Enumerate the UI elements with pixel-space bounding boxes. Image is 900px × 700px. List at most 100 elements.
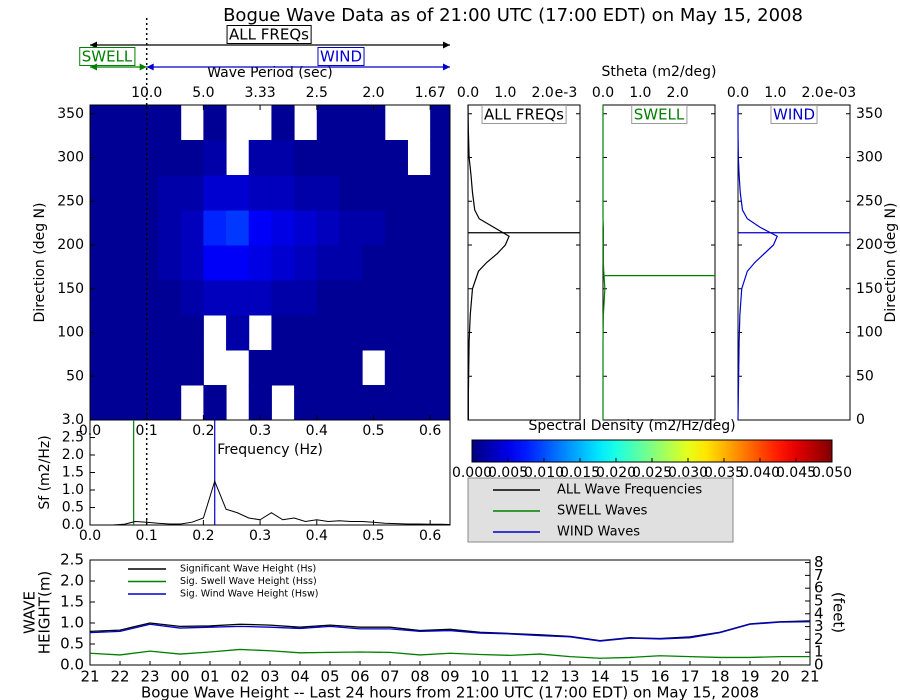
heatmap-cell [362,175,386,211]
heatmap-cell [316,140,340,176]
heatmap-cell [294,245,318,281]
heatmap-cell [407,350,431,386]
heatmap-cell [226,280,250,316]
heatmap-cell [158,280,182,316]
heatmap-cell [407,210,431,246]
heatmap-cell [339,140,363,176]
heatmap-cell [294,140,318,176]
heatmap-cell [339,315,363,351]
x-axis-label: Frequency (Hz) [217,442,323,458]
y-tick-label: 50 [66,368,84,384]
heatmap-cell [90,140,114,176]
heatmap-cell [294,350,318,386]
heatmap-cell [384,175,408,211]
heatmap-cell [362,280,386,316]
y-tick-label: 300 [57,150,84,166]
heatmap-cell [271,105,295,141]
x-tick-label: 1.0 [629,85,651,101]
heatmap-cell [158,350,182,386]
arrow-head [90,41,97,49]
y-tick-label: 350 [57,106,84,122]
top-tick-label: 2.5 [306,85,328,101]
y-tick-label: 150 [856,281,883,297]
heatmap-cell [362,210,386,246]
colorbar-tick-label: 0.005 [488,465,528,481]
panel-title: WIND [773,106,815,124]
heatmap-cell [271,315,295,351]
y-tick-label: 0.5 [62,500,84,516]
heatmap-cell [135,280,159,316]
arrow-head [443,41,450,49]
y-tick-label: 1.0 [60,614,84,632]
heatmap-cell [362,315,386,351]
y2-tick-label: 0 [814,656,824,674]
heatmap-cell [407,315,431,351]
y-tick-label: 0.5 [60,635,84,653]
heatmap-cell [430,105,450,141]
y-axis-label: Direction (deg N) [883,203,899,323]
y-axis-label: Direction (deg N) [32,203,48,323]
y-tick-label: 350 [856,106,883,122]
legend-label: ALL Wave Frequencies [557,483,702,498]
heatmap-cell [316,350,340,386]
height-line [89,620,811,642]
heatmap-cell [90,385,114,420]
colorbar-tick-label: 0.050 [812,465,852,481]
heatmap-cell [339,175,363,211]
heatmap-cell [135,350,159,386]
heatmap-cell [203,175,227,211]
label-box [481,105,567,124]
heatmap-cell [135,105,159,141]
colorbar-tick-label: 0.035 [704,465,744,481]
arrow-head [139,63,147,71]
heatmap-cell [158,245,182,281]
x-tick-label: 10 [470,668,489,686]
heatmap-cell [158,210,182,246]
heatmap-cell [158,140,182,176]
heatmap-cell [135,140,159,176]
heatmap-cell [271,280,295,316]
label-box [631,105,688,124]
heatmap-cell [158,105,182,141]
x-tick-label: 06 [350,668,369,686]
heatmap-cell [294,210,318,246]
y-tick-label: 250 [856,193,883,209]
x-tick-label: 02 [230,668,249,686]
x-tick-label: 04 [290,668,309,686]
legend-label: Sig. Wind Wave Height (Hsw) [180,589,318,600]
heatmap-cell [316,105,340,141]
y-tick-label: 1.0 [62,482,84,498]
y-tick-label: 1.5 [62,465,84,481]
arrow-head [443,63,450,71]
heatmap-cell [316,315,340,351]
heatmap-cell [135,210,159,246]
legend-label: SWELL Waves [557,504,648,519]
label-box [79,47,136,66]
x-tick-label: 0.1 [136,528,158,544]
profile-line [467,104,510,420]
y-tick-label: 2.0 [60,572,84,590]
heatmap-cell [407,385,431,420]
heatmap-cell [430,140,450,176]
y2-tick-label: 7 [814,566,824,584]
panel-title: SWELL [634,106,685,124]
heatmap-cell [135,385,159,420]
y-tick-label: 100 [856,325,883,341]
x-tick-label: 23 [140,668,159,686]
heatmap-cell [248,210,272,246]
x-tick-label: 0.4 [306,423,328,439]
heatmap-cell [180,175,204,211]
x-tick-label: 0.5 [362,528,384,544]
arrow-head [146,63,154,71]
x-tick-label: 00 [170,668,189,686]
heatmap-cell [90,210,114,246]
colorbar-tick-label: 0.040 [740,465,780,481]
heatmap-cell [135,245,159,281]
heatmap-cell [90,315,114,351]
y-tick-label: 0.0 [62,517,84,533]
x-tick-label: 2.0 [667,85,689,101]
heatmap-cell [430,175,450,211]
y2-tick-label: 3 [814,617,824,635]
heatmap-cell [271,140,295,176]
